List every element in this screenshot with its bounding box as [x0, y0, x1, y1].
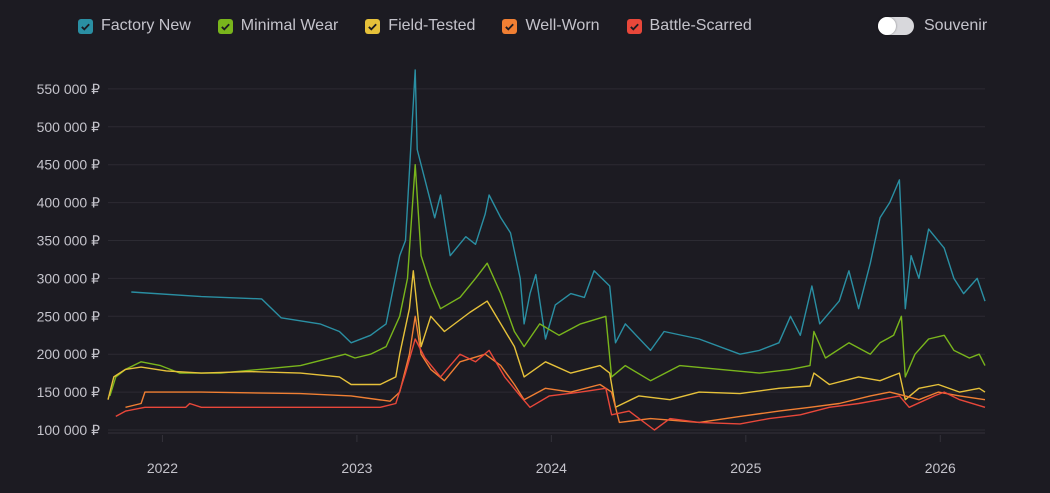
legend-item-minimal-wear[interactable]: Minimal Wear	[217, 17, 339, 35]
checkbox-checked-icon[interactable]	[626, 18, 642, 34]
y-tick-label: 450 000 ₽	[37, 157, 100, 173]
y-tick-label: 250 000 ₽	[37, 308, 100, 324]
checkbox-checked-icon[interactable]	[365, 18, 381, 34]
souvenir-toggle-group[interactable]: Souvenir	[878, 17, 987, 35]
x-tick-label: 2024	[536, 460, 567, 476]
y-tick-label: 550 000 ₽	[37, 81, 100, 97]
souvenir-toggle[interactable]	[878, 17, 914, 35]
legend-label: Factory New	[101, 17, 191, 34]
series-line-battle-scarred	[115, 338, 986, 431]
legend-label: Well-Worn	[525, 17, 600, 34]
legend-item-field-tested[interactable]: Field-Tested	[365, 17, 475, 35]
checkbox-checked-icon[interactable]	[78, 18, 93, 34]
y-tick-label: 350 000 ₽	[37, 233, 100, 249]
y-tick-label: 300 000 ₽	[37, 270, 100, 286]
y-tick-label: 500 000 ₽	[37, 119, 100, 135]
legend-label: Minimal Wear	[240, 17, 339, 34]
legend-label: Battle-Scarred	[649, 17, 752, 34]
x-tick-label: 2026	[925, 460, 956, 476]
series-line-minimal-wear	[109, 164, 986, 397]
toggle-knob	[878, 17, 896, 35]
legend-label: Field-Tested	[388, 17, 476, 34]
legend-item-factory-new[interactable]: Factory New	[78, 17, 191, 35]
y-tick-label: 100 000 ₽	[37, 422, 100, 438]
y-tick-label: 400 000 ₽	[37, 195, 100, 211]
x-tick-label: 2025	[730, 460, 761, 476]
x-tick-label: 2022	[147, 460, 178, 476]
chart-legend: Factory New Minimal Wear Field-Tested Well-…	[78, 17, 779, 35]
y-tick-label: 150 000 ₽	[37, 384, 100, 400]
checkbox-checked-icon[interactable]	[502, 18, 518, 34]
x-tick-label: 2023	[341, 460, 372, 476]
legend-item-battle-scarred[interactable]: Battle-Scarred	[626, 17, 752, 35]
souvenir-label: Souvenir	[924, 17, 988, 34]
series-line-factory-new	[131, 69, 986, 355]
checkbox-checked-icon[interactable]	[217, 18, 233, 34]
y-tick-label: 200 000 ₽	[37, 346, 100, 362]
series-line-field-tested	[107, 270, 986, 408]
legend-item-well-worn[interactable]: Well-Worn	[502, 17, 600, 35]
series-line-well-worn	[125, 315, 986, 424]
